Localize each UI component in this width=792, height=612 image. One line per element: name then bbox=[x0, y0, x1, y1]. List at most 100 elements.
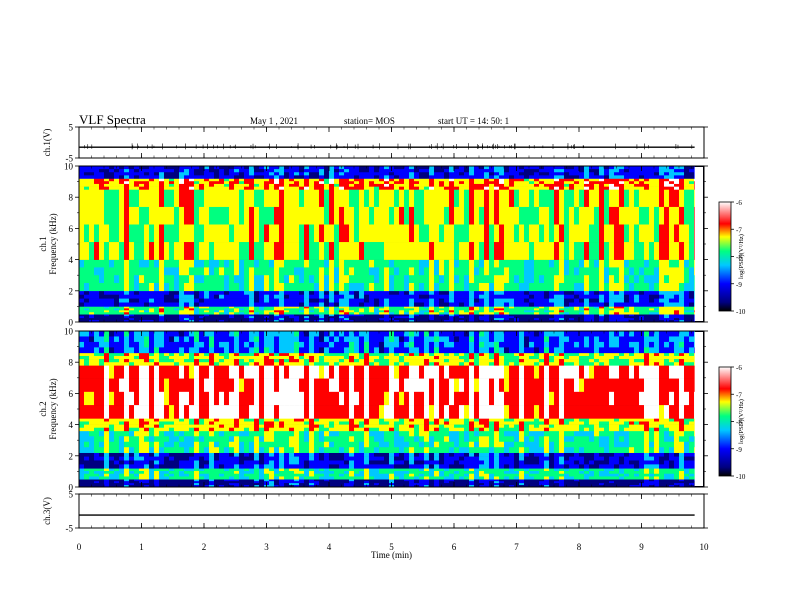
spectrogram-cell bbox=[89, 430, 95, 437]
spectrogram-cell bbox=[89, 314, 95, 317]
spectrogram-cell bbox=[124, 290, 130, 295]
spectrogram-cell bbox=[229, 308, 235, 311]
spectrogram-cell bbox=[444, 320, 450, 323]
spectrogram-cell bbox=[464, 181, 470, 185]
spectrogram-cell bbox=[584, 314, 590, 317]
spectrogram-cell bbox=[184, 473, 190, 477]
spectrogram-cell bbox=[204, 178, 210, 182]
spectrogram-cell bbox=[234, 427, 240, 432]
spectrogram-cell bbox=[444, 169, 450, 173]
spectrogram-cell bbox=[144, 452, 150, 457]
spectrogram-cell bbox=[309, 312, 315, 315]
spectrogram-cell bbox=[519, 298, 525, 303]
spectrogram-cell bbox=[84, 485, 90, 488]
spectrogram-cell bbox=[184, 471, 190, 475]
spectrogram-cell bbox=[89, 267, 95, 276]
spectrogram-cell bbox=[384, 302, 390, 307]
spectrogram-cell bbox=[579, 302, 585, 307]
spectrogram-cell bbox=[574, 290, 580, 295]
spectrogram-cell bbox=[259, 485, 265, 488]
spectrogram-cell bbox=[224, 447, 230, 453]
spectrogram-cell bbox=[599, 166, 605, 170]
spectrogram-cell bbox=[284, 290, 290, 295]
spectrogram-cell bbox=[684, 267, 690, 276]
spectrogram-cell bbox=[689, 298, 695, 303]
spectrogram-cell bbox=[339, 181, 345, 185]
spectrogram-cell bbox=[554, 294, 560, 299]
spectrogram-cell bbox=[459, 302, 465, 307]
spectrogram-cell bbox=[214, 186, 220, 190]
spectrogram-cell bbox=[504, 306, 510, 309]
spectrogram-cell bbox=[219, 186, 225, 190]
spectrogram-cell bbox=[199, 365, 205, 379]
spectrogram-cell bbox=[304, 166, 310, 170]
spectrogram-cell bbox=[189, 355, 195, 360]
spectrogram-cell bbox=[269, 242, 275, 260]
spectrogram-cell bbox=[154, 421, 160, 425]
spectrogram-cell bbox=[104, 224, 110, 243]
spectrogram-cell bbox=[694, 189, 695, 208]
spectrogram-cell bbox=[439, 169, 445, 173]
spectrogram-cell bbox=[234, 316, 240, 319]
spectrogram-cell bbox=[359, 298, 365, 303]
spectrogram-cell bbox=[269, 405, 275, 419]
spectrogram-cell bbox=[124, 310, 130, 313]
spectrogram-cell bbox=[154, 483, 160, 486]
spectrogram-cell bbox=[84, 418, 90, 422]
spectrogram-cell bbox=[439, 318, 445, 321]
spectrogram-cell bbox=[574, 308, 580, 311]
spectrogram-cell bbox=[429, 169, 435, 173]
spectrogram-cell bbox=[219, 331, 225, 337]
spectrogram-cell bbox=[339, 242, 345, 260]
spectrogram-cell bbox=[329, 318, 335, 321]
spectrogram-cell bbox=[284, 308, 290, 311]
spectrogram-cell bbox=[269, 341, 275, 348]
spectrogram-cell bbox=[109, 452, 115, 457]
spectrogram-cell bbox=[94, 242, 100, 260]
spectrogram-cell bbox=[164, 178, 170, 182]
spectrogram-cell bbox=[279, 483, 285, 486]
spectrogram-cell bbox=[114, 306, 120, 309]
spectrogram-cell bbox=[89, 378, 95, 393]
spectrogram-cell bbox=[649, 290, 655, 295]
spectrogram-cell bbox=[129, 378, 135, 393]
spectrogram-cell bbox=[569, 169, 575, 173]
spectrogram-cell bbox=[244, 378, 250, 393]
spectrogram-cell bbox=[179, 391, 185, 406]
spectrogram-cell bbox=[254, 242, 260, 260]
spectrogram-cell bbox=[494, 175, 500, 179]
spectrogram-cell bbox=[169, 424, 175, 429]
spectrogram-cell bbox=[464, 189, 470, 208]
spectrogram-cell bbox=[204, 418, 210, 422]
spectrogram-cell bbox=[679, 169, 685, 173]
spectrogram-cell bbox=[349, 314, 355, 317]
spectrogram-cell bbox=[264, 275, 270, 284]
spectrogram-cell bbox=[144, 456, 150, 461]
spectrogram-cell bbox=[169, 456, 175, 461]
spectrogram-cell bbox=[204, 355, 210, 360]
spectrogram-cell bbox=[199, 418, 205, 422]
spectrogram-cell bbox=[224, 476, 230, 480]
spectrogram-cell bbox=[554, 186, 560, 190]
spectrogram-cell bbox=[579, 181, 585, 185]
spectrogram-cell bbox=[224, 267, 230, 276]
spectrogram-cell bbox=[689, 224, 695, 243]
spectrogram-cell bbox=[219, 298, 225, 303]
spectrogram-cell bbox=[274, 183, 280, 187]
spectrogram-cell bbox=[189, 365, 195, 379]
spectrogram-cell bbox=[499, 242, 505, 260]
spectrogram-cell bbox=[199, 405, 205, 419]
spectrogram-cell bbox=[249, 224, 255, 243]
spectrogram-cell bbox=[209, 267, 215, 276]
spectrogram-cell bbox=[309, 314, 315, 317]
spectrogram-cell bbox=[399, 178, 405, 182]
spectrogram-cell bbox=[224, 355, 230, 360]
spectrogram-cell bbox=[349, 172, 355, 176]
spectrogram-cell bbox=[99, 267, 105, 276]
spectrogram-cell bbox=[459, 308, 465, 311]
spectrogram-cell bbox=[274, 430, 280, 437]
spectrogram-cell bbox=[184, 290, 190, 295]
spectrogram-cell bbox=[79, 483, 85, 486]
spectrogram-cell bbox=[114, 476, 120, 480]
spectrogram-cell bbox=[684, 308, 690, 311]
